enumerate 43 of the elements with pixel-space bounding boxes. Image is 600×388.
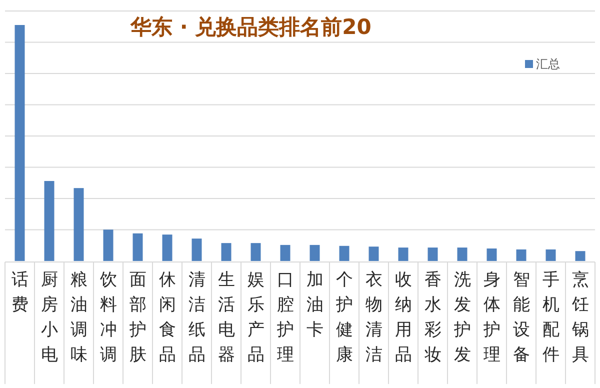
bar [368, 246, 379, 261]
bar [546, 249, 556, 261]
bar [310, 244, 320, 261]
bar [339, 246, 350, 261]
bar [575, 251, 586, 261]
bar [74, 188, 84, 261]
x-tick-label: 手机配件 [542, 270, 560, 365]
x-tick-label: 智能设备 [512, 270, 530, 365]
x-tick-label: 香水彩妆 [424, 270, 442, 365]
x-tick-label: 烹饪锅具 [570, 270, 589, 365]
bar [516, 249, 526, 261]
legend-label: 汇总 [536, 57, 560, 71]
x-tick-label: 衣物清洁 [365, 270, 382, 365]
bar [280, 244, 290, 261]
bar [250, 243, 261, 261]
x-tick-label: 收纳用品 [394, 270, 412, 365]
x-tick-label: 口腔护理 [276, 270, 294, 365]
bar [103, 230, 114, 261]
x-tick-label: 加油卡 [306, 270, 324, 340]
x-tick-label: 洗发护发 [452, 270, 471, 365]
bar [457, 248, 468, 261]
x-tick-label: 身体护理 [482, 270, 500, 365]
x-tick-label: 个护健康 [334, 270, 353, 365]
x-tick-label: 生活电器 [218, 270, 235, 365]
x-tick-label: 厨房小电 [40, 270, 58, 365]
x-tick-label: 饮料冲调 [98, 270, 117, 365]
x-tick-label: 清洁纸品 [188, 270, 206, 365]
bar [132, 233, 143, 261]
bar [192, 238, 202, 261]
legend: 汇总 [525, 57, 560, 71]
bar [486, 248, 497, 261]
x-tick-label: 粮油调味 [70, 270, 88, 365]
x-tick-label: 面部护肤 [128, 270, 146, 365]
bar [428, 248, 438, 261]
bar [398, 248, 408, 261]
x-tick-label: 话费 [11, 270, 28, 315]
x-tick-label: 休闲食品 [158, 270, 176, 365]
chart-title: 华东 · 兑换品类排名前20 [130, 15, 372, 39]
bar [162, 234, 172, 261]
bar [221, 243, 232, 261]
x-tick-label: 娱乐产品 [247, 270, 264, 365]
bar [14, 25, 25, 261]
bar [44, 180, 54, 261]
